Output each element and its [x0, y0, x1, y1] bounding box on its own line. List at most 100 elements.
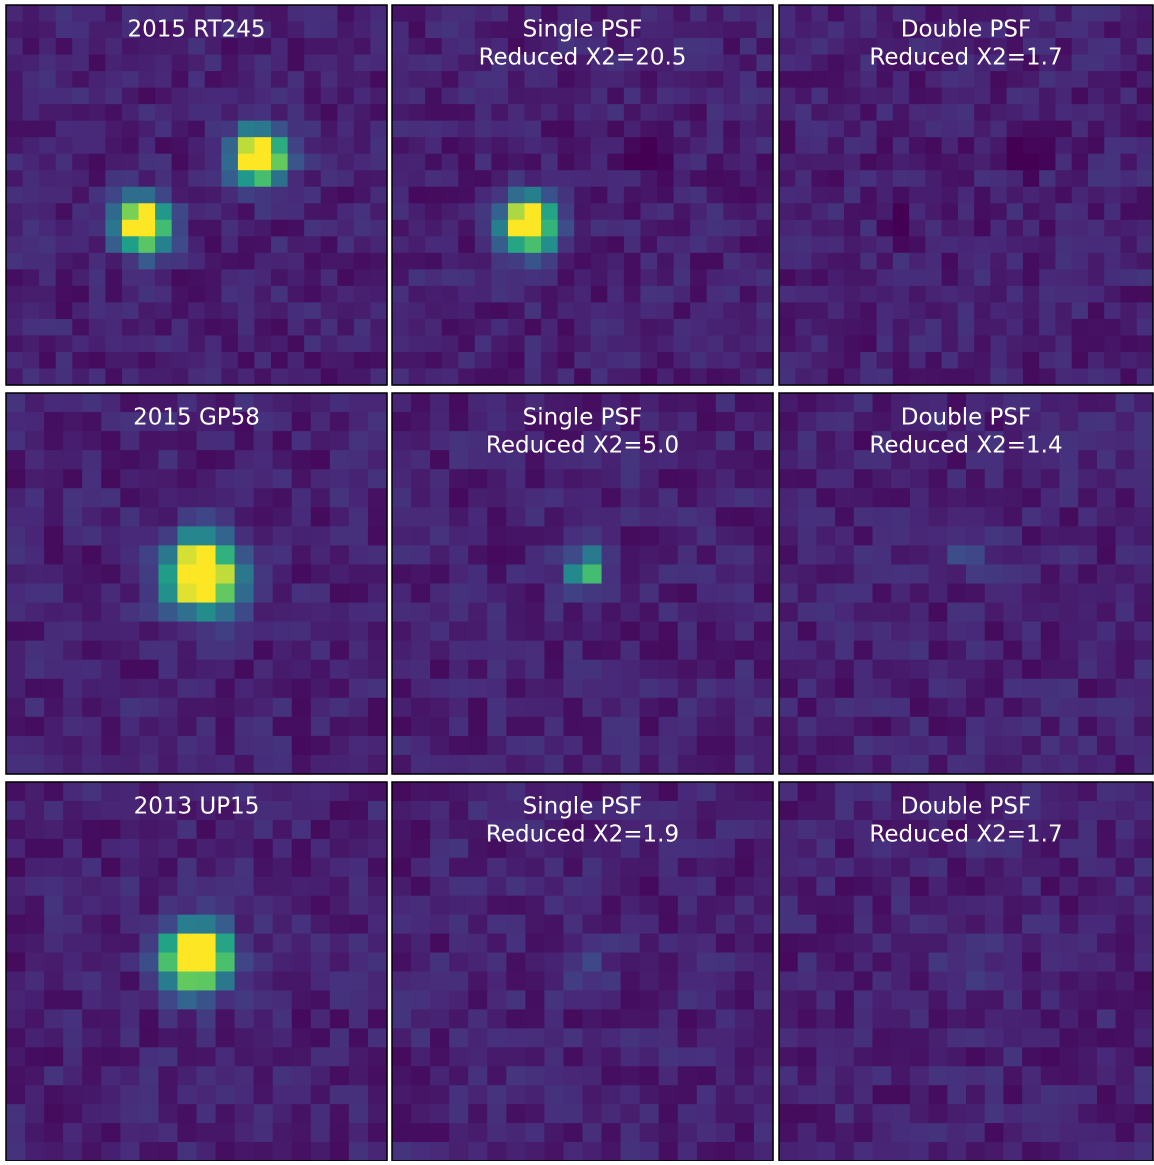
pixel: [544, 526, 564, 546]
pixel: [235, 972, 255, 992]
pixel: [63, 412, 83, 432]
pixel: [349, 1085, 369, 1105]
pixel: [120, 990, 140, 1010]
pixel: [541, 352, 558, 369]
pixel: [659, 641, 679, 661]
pixel: [779, 858, 798, 878]
pixel: [158, 698, 178, 718]
pixel: [122, 319, 139, 336]
pixel: [798, 488, 817, 508]
pixel: [139, 972, 159, 992]
pixel: [82, 990, 102, 1010]
pixel: [621, 1085, 641, 1105]
pixel: [392, 154, 409, 171]
pixel: [254, 877, 274, 897]
pixel: [659, 801, 679, 821]
pixel: [541, 203, 558, 220]
pixel: [828, 286, 845, 303]
pixel: [795, 104, 812, 121]
pixel: [411, 450, 431, 470]
pixel: [101, 717, 121, 737]
pixel: [139, 839, 159, 859]
pixel: [177, 1104, 197, 1124]
pixel: [754, 934, 774, 954]
pixel: [1134, 934, 1153, 954]
pixel: [449, 755, 469, 775]
pixel: [105, 71, 122, 88]
pixel: [370, 352, 387, 369]
pixel: [120, 972, 140, 992]
pixel: [602, 1123, 622, 1143]
pixel: [602, 526, 622, 546]
pixel: [1007, 335, 1024, 352]
pixel: [779, 1028, 798, 1048]
pixel: [678, 896, 698, 916]
pixel: [798, 1047, 817, 1067]
pixel: [942, 286, 959, 303]
pixel: [735, 1009, 755, 1029]
pixel: [475, 220, 492, 237]
pixel: [449, 915, 469, 935]
pixel: [985, 641, 1004, 661]
pixel: [678, 755, 698, 775]
pixel: [891, 660, 910, 680]
pixel: [368, 1104, 388, 1124]
pixel: [458, 236, 475, 253]
pixel: [779, 253, 796, 270]
pixel: [1088, 203, 1105, 220]
pixel: [1097, 736, 1116, 756]
pixel: [430, 679, 450, 699]
pixel: [942, 104, 959, 121]
pixel: [754, 1085, 774, 1105]
pixel: [235, 839, 255, 859]
pixel: [723, 5, 740, 22]
pixel: [411, 1104, 431, 1124]
pixel: [425, 236, 442, 253]
pixel: [337, 269, 354, 286]
pixel: [23, 154, 40, 171]
pixel: [1088, 38, 1105, 55]
pixel: [392, 450, 412, 470]
pixel: [716, 564, 736, 584]
pixel: [893, 104, 910, 121]
pixel: [1134, 972, 1153, 992]
pixel: [6, 393, 26, 413]
pixel: [544, 934, 564, 954]
pixel: [1104, 368, 1121, 385]
pixel: [779, 603, 798, 623]
pixel: [139, 1047, 159, 1067]
pixel: [273, 564, 293, 584]
pixel: [678, 564, 698, 584]
pixel: [271, 154, 288, 171]
pixel: [873, 660, 892, 680]
pixel: [541, 71, 558, 88]
pixel: [909, 88, 926, 105]
pixel: [82, 641, 102, 661]
pixel: [172, 302, 189, 319]
pixel: [740, 121, 757, 138]
pixel: [216, 622, 236, 642]
pixel: [216, 953, 236, 973]
pixel: [716, 545, 736, 565]
pixel: [6, 1009, 26, 1029]
pixel: [1104, 253, 1121, 270]
pixel: [139, 302, 156, 319]
pixel: [1134, 1047, 1153, 1067]
pixel: [216, 1085, 236, 1105]
pixel: [273, 1142, 293, 1161]
pixel: [756, 38, 773, 55]
pixel: [910, 564, 929, 584]
pixel: [674, 335, 691, 352]
pixel: [1003, 641, 1022, 661]
pixel: [1022, 698, 1041, 718]
pixel: [1003, 755, 1022, 775]
pixel: [120, 858, 140, 878]
pixel: [25, 545, 45, 565]
pixel: [177, 972, 197, 992]
pixel: [238, 335, 255, 352]
pixel: [583, 736, 603, 756]
pixel: [155, 352, 172, 369]
pixel: [271, 253, 288, 270]
pixel: [1104, 121, 1121, 138]
pixel: [756, 352, 773, 369]
